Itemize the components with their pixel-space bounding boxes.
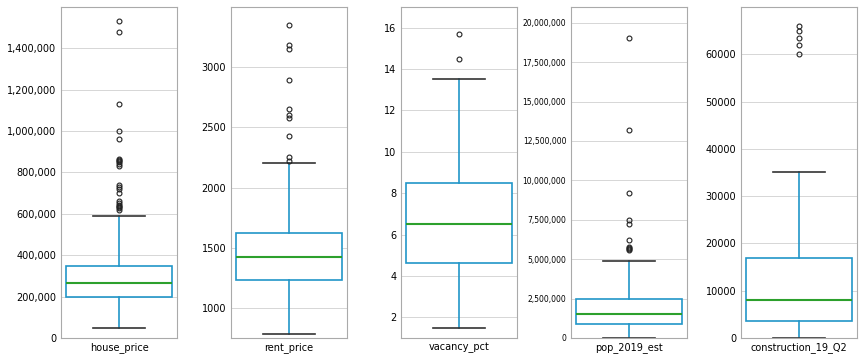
X-axis label: vacancy_pct: vacancy_pct bbox=[429, 342, 490, 352]
PathPatch shape bbox=[576, 298, 682, 324]
PathPatch shape bbox=[406, 183, 511, 264]
PathPatch shape bbox=[237, 233, 342, 280]
X-axis label: rent_price: rent_price bbox=[264, 342, 314, 353]
PathPatch shape bbox=[67, 266, 172, 297]
X-axis label: construction_19_Q2: construction_19_Q2 bbox=[751, 342, 848, 353]
X-axis label: house_price: house_price bbox=[90, 342, 149, 353]
PathPatch shape bbox=[746, 258, 852, 321]
X-axis label: pop_2019_est: pop_2019_est bbox=[595, 342, 663, 353]
